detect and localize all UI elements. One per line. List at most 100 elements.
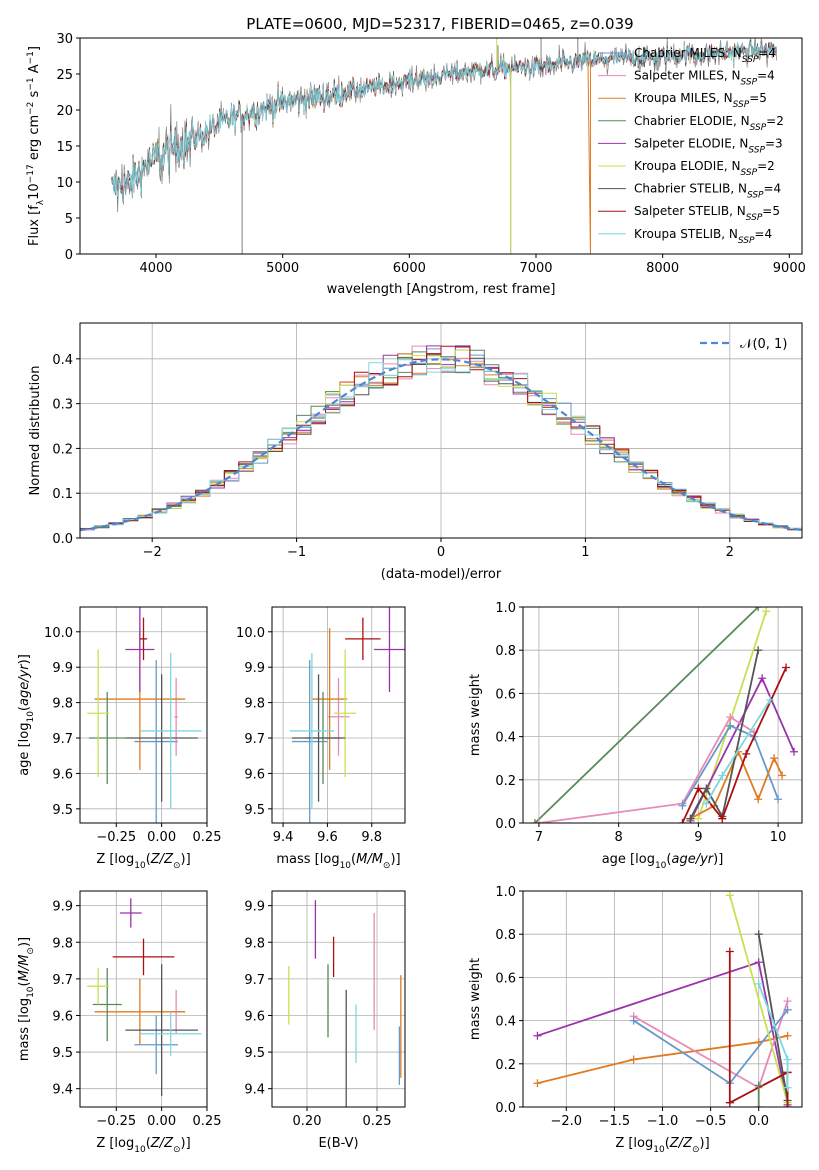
weight-marker [754, 795, 763, 804]
label-part: Kroupa MILES, N [634, 91, 733, 105]
plot-area [288, 900, 402, 1107]
label-part: Z/Z [150, 1136, 174, 1151]
legend-entry: Kroupa ELODIE, NSSP=2 [634, 159, 775, 178]
y-axis-label: age [log10(age/yr)] [17, 654, 36, 776]
weight-marker [629, 1016, 638, 1025]
y-tick-label: 9.7 [244, 973, 265, 988]
plot-area [111, 38, 778, 254]
x-tick-label: 1 [581, 545, 589, 560]
x-axis-label: wavelength [Angstrom, rest frame] [327, 282, 556, 297]
y-tick-label: 0.4 [495, 1015, 516, 1030]
weight-marker [726, 721, 735, 730]
label-part: A [27, 64, 42, 77]
y-tick-label: 0.1 [52, 487, 73, 502]
y-tick-label: 9.7 [52, 973, 73, 988]
label-part: ⊙ [173, 1145, 181, 1155]
label-part: λ [36, 199, 46, 205]
y-tick-label: 9.5 [244, 1046, 265, 1061]
label-part: 10 [340, 861, 352, 871]
weight-line [681, 667, 787, 823]
weight-marker [782, 663, 791, 672]
label-part: SSP [750, 123, 767, 133]
label-part: SSP [746, 213, 763, 223]
chart-age_vs_mass: 9.4 9.6 9.8 9.5 9.6 9.7 9.8 9.9 10.0 mass [log10(… [236, 606, 406, 871]
x-tick-label: 8 [615, 830, 623, 845]
weight-marker [534, 819, 543, 823]
label-part: SSP [742, 55, 759, 65]
x-tick-label: −0.5 [695, 1114, 727, 1129]
label-part: 10 [27, 183, 42, 200]
x-axis-label: Z [log10(Z/Z⊙)] [615, 1136, 709, 1155]
weight-marker [754, 646, 763, 655]
x-tick-label: 4000 [139, 261, 172, 276]
label-part: ( [146, 852, 151, 867]
label-part: 10 [26, 986, 36, 998]
y-tick-label: 0 [65, 248, 73, 263]
label-part: =4 [757, 69, 775, 83]
x-tick-label: 0 [437, 545, 445, 560]
weight-marker [783, 1005, 792, 1014]
label-part: ( [17, 981, 32, 986]
label-part: ( [665, 1136, 670, 1151]
label-part: SSP [741, 78, 758, 88]
weight-marker [530, 819, 539, 823]
plot-area [80, 345, 802, 533]
x-tick-label: −1.0 [647, 1114, 679, 1129]
y-tick-label: 0.2 [495, 774, 516, 789]
legend-entry: 𝒩(0, 1) [740, 337, 787, 352]
label-part: mass [log [17, 998, 32, 1061]
x-tick-label: 7 [535, 830, 543, 845]
weight-marker [754, 607, 763, 611]
y-tick-label: 0.8 [495, 928, 516, 943]
label-part: ( [146, 1136, 151, 1151]
normal-curve [80, 358, 802, 532]
weight-line [689, 650, 760, 820]
label-part: M/M [17, 955, 32, 982]
y-tick-label: 9.4 [52, 1083, 73, 1098]
label-part: SSP [748, 145, 765, 155]
weight-marker [754, 979, 763, 988]
weight-marker [783, 1083, 792, 1092]
label-part: ] [27, 46, 42, 51]
label-part: )] [181, 852, 191, 867]
y-tick-label: 15 [56, 140, 73, 155]
x-tick-label: 0.25 [363, 1114, 392, 1129]
x-tick-label: 0.0 [748, 1114, 769, 1129]
weight-marker [783, 1055, 792, 1064]
y-tick-label: 9.4 [244, 1083, 265, 1098]
chart-spectrum: 4000 5000 6000 7000 8000 9000 0 5 10 15 20 25 30 wave… [26, 32, 806, 297]
y-axis-label: mass weight [468, 958, 483, 1040]
chart-mass_vs_Z: −0.25 0.00 0.259.49.59.69.79.89.9Z [log10(… [17, 890, 221, 1155]
y-tick-label: 30 [56, 32, 73, 47]
label-part: =2 [757, 159, 775, 173]
y-tick-label: 0.4 [52, 353, 73, 368]
x-tick-label: 0.20 [293, 1114, 322, 1129]
weight-marker [754, 1081, 763, 1090]
label-part: 10 [134, 861, 146, 871]
weight-marker [742, 749, 751, 758]
figure-title: PLATE=0600, MJD=52317, FIBERID=0465, z=0… [246, 15, 633, 33]
weight-marker [783, 997, 792, 1006]
axes-frame [79, 606, 208, 824]
chart-mass_vs_ebv: 0.20 0.25 9.4 9.5 9.6 9.7 9.8 9.9 E(B-V) [244, 890, 406, 1151]
label-part: s [27, 90, 42, 101]
axes-frame [79, 890, 208, 1108]
y-tick-label: 0.3 [52, 398, 73, 413]
y-tick-label: 0.2 [495, 1058, 516, 1073]
weight-marker [629, 1055, 638, 1064]
label-part: 10 [653, 1145, 665, 1155]
weight-marker [718, 771, 727, 780]
weight-marker [783, 1031, 792, 1040]
legend-entry: Chabrier STELIB, NSSP=4 [634, 182, 781, 201]
x-tick-label: 0.00 [147, 1114, 176, 1129]
x-axis-label: E(B-V) [318, 1136, 358, 1151]
label-part: =3 [765, 136, 783, 150]
y-tick-label: 9.8 [52, 697, 73, 712]
y-tick-label: 0.0 [52, 532, 73, 547]
label-part: Chabrier MILES, N [634, 46, 742, 60]
label-part: Z/Z [150, 852, 174, 867]
axes-frame [522, 606, 803, 824]
x-tick-label: 0.25 [193, 830, 222, 845]
histogram-step [80, 359, 802, 532]
